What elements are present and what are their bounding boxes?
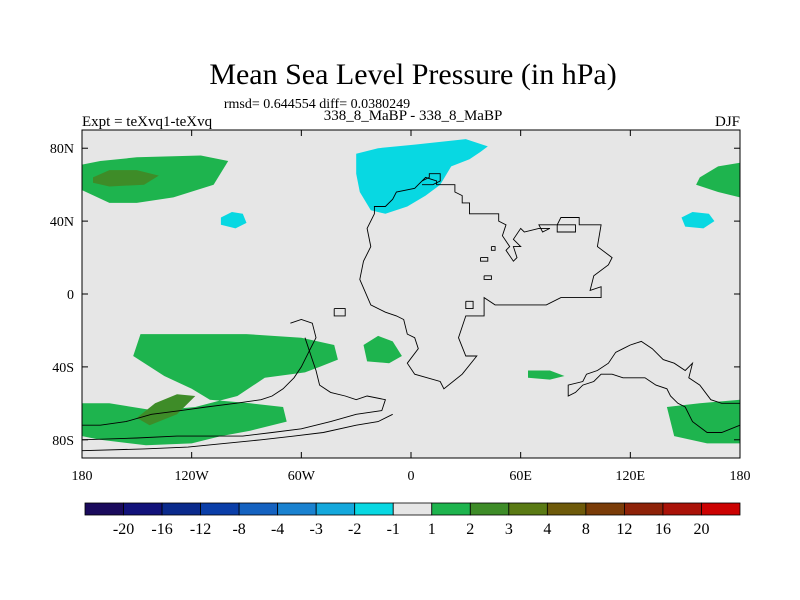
colorbar-swatch xyxy=(469,502,510,516)
colorbar-label: -1 xyxy=(387,521,400,538)
colorbar-label: 3 xyxy=(505,521,513,538)
colorbar-label: 16 xyxy=(655,521,671,538)
x-tick-label: 120E xyxy=(616,469,646,484)
y-tick-label: 80S xyxy=(52,434,74,449)
colorbar-label: 12 xyxy=(616,521,632,538)
colorbar-label: -20 xyxy=(113,521,134,538)
colorbar-label: 4 xyxy=(543,521,551,538)
stats-label: rmsd= 0.644554 diff= 0.0380249 xyxy=(224,97,410,112)
colorbar-swatch xyxy=(161,502,201,516)
colorbar-label: 1 xyxy=(428,521,436,538)
season-label: DJF xyxy=(715,114,740,130)
y-tick-label: 0 xyxy=(67,288,74,303)
coast-south-america-inner xyxy=(81,337,386,441)
colorbar-swatch xyxy=(238,502,279,516)
colorbar-label: 8 xyxy=(582,521,590,538)
colorbar-swatch xyxy=(84,502,124,516)
colorbar-swatch xyxy=(354,502,394,516)
colorbar-label: -4 xyxy=(271,521,284,538)
colorbar-swatch xyxy=(315,502,356,516)
colorbar-swatch xyxy=(277,502,317,516)
colorbar-label: -2 xyxy=(348,521,361,538)
y-tick-label: 40N xyxy=(50,215,74,230)
region-anomaly-cyan-arctic xyxy=(356,139,488,214)
coast-small-3 xyxy=(480,257,489,262)
region-anomaly-olive-sw xyxy=(136,394,196,426)
colorbar-swatch xyxy=(585,502,625,516)
coast-east-bits xyxy=(465,300,474,310)
coast-eurasia-africa xyxy=(359,176,613,390)
map-axes: 180 120W 60W 0 60E 120E 180 80N 40N 0 40S 80S xyxy=(50,130,751,484)
x-tick-label: 180 xyxy=(72,469,93,484)
region-anomaly-olive-nw xyxy=(93,170,159,187)
coast-small-2 xyxy=(483,275,492,280)
coast-east-islands xyxy=(556,224,576,233)
coast-atlantic-island xyxy=(333,308,346,317)
comparison-label: 338_8_MaBP - 338_8_MaBP xyxy=(324,108,503,124)
colorbar-swatch xyxy=(701,502,741,516)
region-anomaly-green-satl xyxy=(363,335,402,364)
colorbar-label: 20 xyxy=(693,521,709,538)
x-tick-label: 60E xyxy=(509,469,532,484)
anomaly-regions xyxy=(82,139,740,446)
coastlines xyxy=(81,173,741,452)
colorbar-label: -8 xyxy=(232,521,245,538)
x-tick-label: 120W xyxy=(175,469,210,484)
colorbar-label: -12 xyxy=(190,521,211,538)
colorbar: -20 -16 -12 -8 -4 -3 -2 -1 1 2 3 4 8 12 16 20 xyxy=(84,502,741,538)
region-anomaly-green-sio xyxy=(528,370,565,380)
colorbar-swatch xyxy=(200,502,240,516)
y-tick-label: 40S xyxy=(52,361,74,376)
coast-greenland-north xyxy=(421,173,441,186)
colorbar-swatch xyxy=(123,502,163,516)
colorbar-label: -3 xyxy=(310,521,323,538)
region-anomaly-cyan-east xyxy=(681,212,715,229)
x-tick-label: 180 xyxy=(730,469,751,484)
coast-small-1 xyxy=(490,246,496,251)
colorbar-swatch xyxy=(546,502,587,516)
colorbar-label: 2 xyxy=(466,521,474,538)
region-anomaly-green-nw xyxy=(82,155,229,203)
coast-south-lower xyxy=(81,413,393,452)
region-anomaly-cyan-west xyxy=(220,212,247,229)
region-anomaly-green-ne xyxy=(696,162,740,198)
x-tick-label: 60W xyxy=(288,469,316,484)
colorbar-swatch xyxy=(624,502,664,516)
y-tick-label: 80N xyxy=(50,142,74,157)
x-tick-label: 0 xyxy=(408,469,415,484)
colorbar-label: -16 xyxy=(151,521,172,538)
colorbar-swatch xyxy=(508,502,548,516)
chart-title: Mean Sea Level Pressure (in hPa) xyxy=(209,58,616,91)
colorbar-swatch xyxy=(431,502,471,516)
colorbar-swatch xyxy=(392,502,433,516)
experiment-label: Expt = teXvq1-teXvq xyxy=(82,114,213,130)
coast-australia xyxy=(567,340,741,433)
region-anomaly-green-se xyxy=(666,399,740,444)
coast-south-america-west xyxy=(82,319,317,426)
colorbar-swatch xyxy=(662,502,702,516)
